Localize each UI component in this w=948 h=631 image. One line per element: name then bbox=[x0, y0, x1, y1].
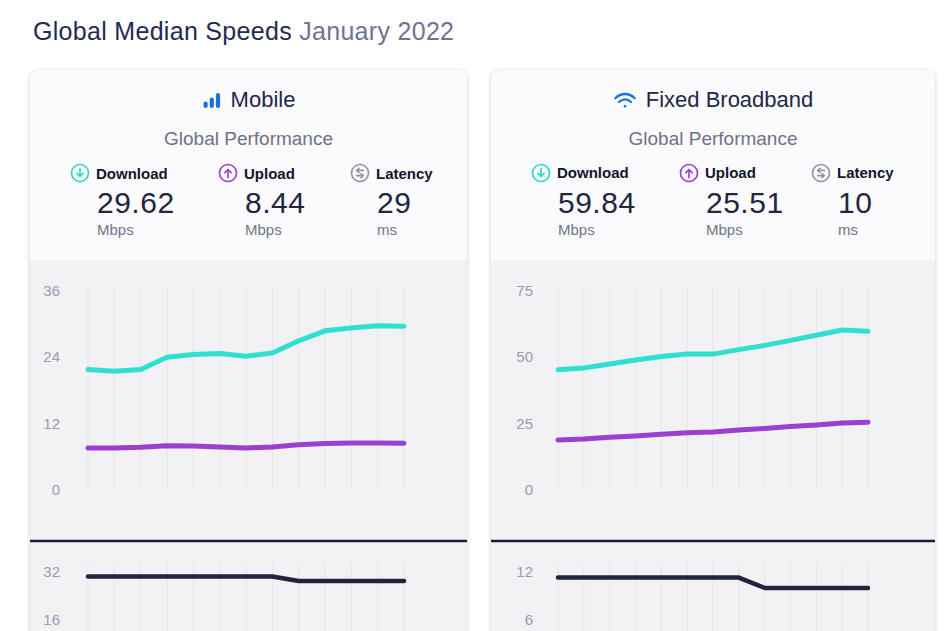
mobile-card-header: Mobile Global Performance Download 29.62… bbox=[30, 70, 467, 260]
page-title: Global Median Speeds January 2022 bbox=[33, 17, 454, 46]
svg-text:0: 0 bbox=[52, 481, 60, 498]
fixed-card-title: Fixed Broadband bbox=[613, 87, 814, 113]
wifi-icon bbox=[613, 91, 637, 110]
download-arrow-icon bbox=[70, 163, 90, 183]
page-title-date: January 2022 bbox=[299, 17, 454, 45]
svg-text:0: 0 bbox=[525, 481, 533, 498]
latency-swap-icon bbox=[350, 163, 370, 183]
svg-text:36: 36 bbox=[43, 282, 60, 299]
fixed-upload-unit: Mbps bbox=[706, 221, 811, 238]
mobile-download-stat: Download 29.62 Mbps bbox=[70, 163, 218, 238]
mobile-bars-icon bbox=[202, 90, 222, 110]
svg-text:32: 32 bbox=[43, 563, 60, 580]
fixed-trend-chart: 0 25 50 75 12 6 bbox=[491, 260, 935, 631]
fixed-download-value: 59.84 bbox=[558, 186, 679, 220]
mobile-latency-label: Latency bbox=[376, 165, 433, 182]
svg-text:12: 12 bbox=[516, 563, 533, 580]
mobile-card-subtitle: Global Performance bbox=[30, 128, 467, 150]
upload-arrow-icon bbox=[679, 163, 699, 183]
latency-swap-icon bbox=[811, 163, 831, 183]
mobile-upload-value: 8.44 bbox=[245, 186, 350, 220]
fixed-card-title-label: Fixed Broadband bbox=[646, 87, 814, 113]
fixed-broadband-card: Fixed Broadband Global Performance Downl… bbox=[491, 70, 935, 631]
mobile-download-unit: Mbps bbox=[97, 221, 218, 238]
mobile-stats-row: Download 29.62 Mbps Upload 8.44 Mbps bbox=[30, 150, 467, 238]
svg-text:25: 25 bbox=[516, 415, 533, 432]
fixed-card-header: Fixed Broadband Global Performance Downl… bbox=[491, 70, 935, 260]
fixed-download-stat: Download 59.84 Mbps bbox=[531, 163, 679, 238]
mobile-upload-label: Upload bbox=[244, 165, 295, 182]
fixed-upload-value: 25.51 bbox=[706, 186, 811, 220]
fixed-latency-label: Latency bbox=[837, 164, 894, 181]
svg-text:50: 50 bbox=[516, 348, 533, 365]
svg-text:75: 75 bbox=[516, 282, 533, 299]
mobile-trend-chart: 0 12 24 36 32 16 bbox=[30, 260, 467, 631]
mobile-latency-unit: ms bbox=[377, 221, 457, 238]
svg-text:16: 16 bbox=[43, 611, 60, 628]
mobile-card: Mobile Global Performance Download 29.62… bbox=[30, 70, 467, 631]
mobile-upload-unit: Mbps bbox=[245, 221, 350, 238]
mobile-download-value: 29.62 bbox=[97, 186, 218, 220]
svg-text:24: 24 bbox=[43, 348, 60, 365]
fixed-charts: 0 25 50 75 12 6 bbox=[491, 260, 935, 631]
mobile-upload-stat: Upload 8.44 Mbps bbox=[218, 163, 350, 238]
fixed-latency-stat: Latency 10 ms bbox=[811, 163, 925, 238]
fixed-download-unit: Mbps bbox=[558, 221, 679, 238]
download-arrow-icon bbox=[531, 163, 551, 183]
mobile-download-label: Download bbox=[96, 165, 168, 182]
fixed-download-label: Download bbox=[557, 164, 629, 181]
svg-text:12: 12 bbox=[43, 415, 60, 432]
fixed-upload-label: Upload bbox=[705, 164, 756, 181]
fixed-card-subtitle: Global Performance bbox=[491, 128, 935, 150]
svg-text:6: 6 bbox=[525, 611, 533, 628]
upload-arrow-icon bbox=[218, 163, 238, 183]
mobile-card-title: Mobile bbox=[202, 87, 296, 113]
mobile-latency-value: 29 bbox=[377, 186, 457, 220]
mobile-card-title-label: Mobile bbox=[231, 87, 296, 113]
mobile-latency-stat: Latency 29 ms bbox=[350, 163, 457, 238]
fixed-latency-value: 10 bbox=[838, 186, 925, 220]
fixed-stats-row: Download 59.84 Mbps Upload 25.51 Mbps bbox=[491, 150, 935, 238]
mobile-charts: 0 12 24 36 32 16 bbox=[30, 260, 467, 631]
page-title-main: Global Median Speeds bbox=[33, 17, 292, 45]
fixed-latency-unit: ms bbox=[838, 221, 925, 238]
fixed-upload-stat: Upload 25.51 Mbps bbox=[679, 163, 811, 238]
